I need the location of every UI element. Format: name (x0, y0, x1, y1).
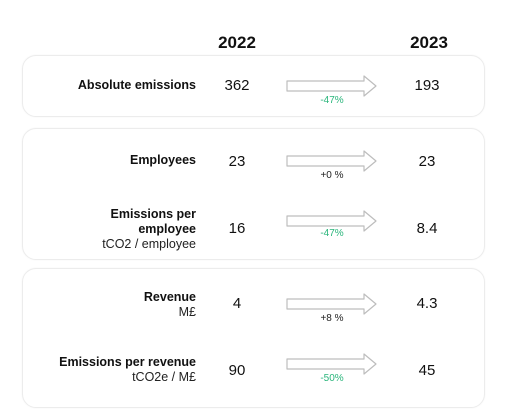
change-indicator: -47% (320, 95, 344, 106)
metric-label: Employees (36, 153, 196, 168)
value-2022: 23 (228, 153, 246, 170)
metric-label: Emissions per employee tCO2 / employee (36, 207, 196, 252)
arrow-right-icon (286, 210, 377, 232)
metric-unit: M£ (178, 305, 196, 319)
arrow-right-icon (286, 75, 377, 97)
metric-label: Revenue M£ (36, 290, 196, 320)
value-2023: 4.3 (416, 295, 438, 312)
metric-row-absolute-emissions: Absolute emissions 362 -47% 193 (23, 56, 484, 116)
metric-name: Revenue (143, 290, 196, 304)
year-2022-header: 2022 (218, 33, 256, 52)
year-2023-header: 2023 (410, 33, 448, 52)
metric-row-employees: Employees 23 +0 % 23 (23, 129, 484, 189)
value-2022: 90 (228, 362, 246, 379)
metric-row-revenue: Revenue M£ 4 +8 % 4.3 (23, 269, 484, 335)
metric-unit: tCO2 / employee (102, 237, 196, 251)
value-2023: 8.4 (416, 220, 438, 237)
metric-name: Employees (129, 153, 196, 167)
change-indicator: +8 % (320, 313, 344, 324)
revenue-metrics-card: Revenue M£ 4 +8 % 4.3 Emissions per reve… (22, 268, 485, 408)
metric-row-emissions-per-employee: Emissions per employee tCO2 / employee 1… (23, 199, 484, 259)
metric-name: Absolute emissions (77, 78, 196, 92)
change-indicator: -50% (320, 373, 344, 384)
value-2023: 193 (414, 77, 440, 94)
value-2022: 4 (232, 295, 242, 312)
metric-label: Emissions per revenue tCO2e / M£ (36, 355, 196, 385)
change-indicator: +0 % (320, 170, 344, 181)
arrow-right-icon (286, 150, 377, 172)
value-2023: 23 (418, 153, 436, 170)
metric-row-emissions-per-revenue: Emissions per revenue tCO2e / M£ 90 -50%… (23, 339, 484, 405)
arrow-right-icon (286, 293, 377, 315)
value-2023: 45 (418, 362, 436, 379)
metric-name: Emissions per employee (110, 207, 196, 236)
metric-name: Emissions per revenue (59, 355, 196, 369)
metric-unit: tCO2e / M£ (132, 370, 196, 384)
value-2022: 16 (228, 220, 246, 237)
absolute-emissions-card: Absolute emissions 362 -47% 193 (22, 55, 485, 117)
employee-metrics-card: Employees 23 +0 % 23 Emissions per emplo… (22, 128, 485, 260)
value-2022: 362 (224, 77, 250, 94)
change-indicator: -47% (320, 228, 344, 239)
arrow-right-icon (286, 353, 377, 375)
metric-label: Absolute emissions (36, 78, 196, 93)
